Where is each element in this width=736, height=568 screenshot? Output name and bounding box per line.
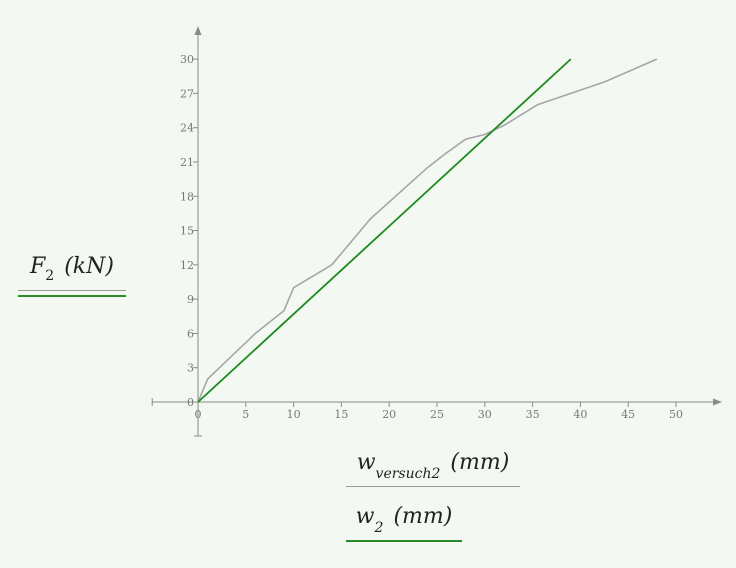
x-tick-label: 30 <box>478 408 492 421</box>
x-label-1-var: w <box>356 450 376 475</box>
x-tick-label: 5 <box>242 408 249 421</box>
x-tick-label: 15 <box>334 408 348 421</box>
x-label-2-sub: 2 <box>374 520 384 537</box>
x-label-2-var: w <box>355 504 375 529</box>
x-tick-label: 35 <box>526 408 540 421</box>
x-tick-label: 40 <box>573 408 587 421</box>
y-tick-label: 18 <box>180 190 194 203</box>
series-green-line <box>197 58 572 403</box>
x-label-1-sub: versuch2 <box>375 466 441 483</box>
x-tick-label: 50 <box>669 408 683 421</box>
y-label-unit: (kN) <box>64 254 114 279</box>
y-tick-label: 0 <box>187 396 194 409</box>
x-axis-label-1: wversuch2 (mm) <box>346 450 520 488</box>
y-tick-label: 24 <box>180 122 194 135</box>
y-tick-label: 27 <box>180 87 194 100</box>
y-label-legend-green <box>18 295 126 298</box>
y-label-var: F <box>30 254 46 279</box>
x-axis-label-2: w2 (mm) <box>346 504 462 543</box>
x-axis-arrow <box>713 398 722 406</box>
chart-axes <box>151 26 722 437</box>
x-tick-label: 0 <box>195 408 202 421</box>
x-tick-label: 20 <box>382 408 396 421</box>
x-tick-label: 25 <box>430 408 444 421</box>
y-tick-label: 15 <box>180 225 194 238</box>
y-tick-label: 12 <box>180 259 194 272</box>
x-label-1-unit: (mm) <box>450 450 510 475</box>
chart-series <box>197 58 658 403</box>
y-label-sub: 2 <box>45 268 55 285</box>
y-tick-label: 9 <box>187 293 194 306</box>
x-tick-label: 45 <box>621 408 635 421</box>
y-tick-label: 21 <box>180 156 194 169</box>
y-tick-label: 3 <box>187 362 194 375</box>
x-label-2-unit: (mm) <box>393 504 453 529</box>
y-tick-label: 6 <box>187 327 194 340</box>
y-label-legend-gray <box>18 290 126 292</box>
y-tick-label: 30 <box>180 53 194 66</box>
x-label-2-legend-green <box>346 540 462 543</box>
chart-ticks: 0 5 10 15 20 25 30 35 40 45 50 0 3 6 9 12 15 18 21 24 27 30 <box>180 53 683 421</box>
x-tick-label: 10 <box>287 408 301 421</box>
series-gray-line <box>197 58 658 403</box>
x-label-1-legend-gray <box>346 486 520 488</box>
y-axis-label: F2 (kN) <box>18 254 126 298</box>
y-axis-arrow <box>194 26 202 35</box>
